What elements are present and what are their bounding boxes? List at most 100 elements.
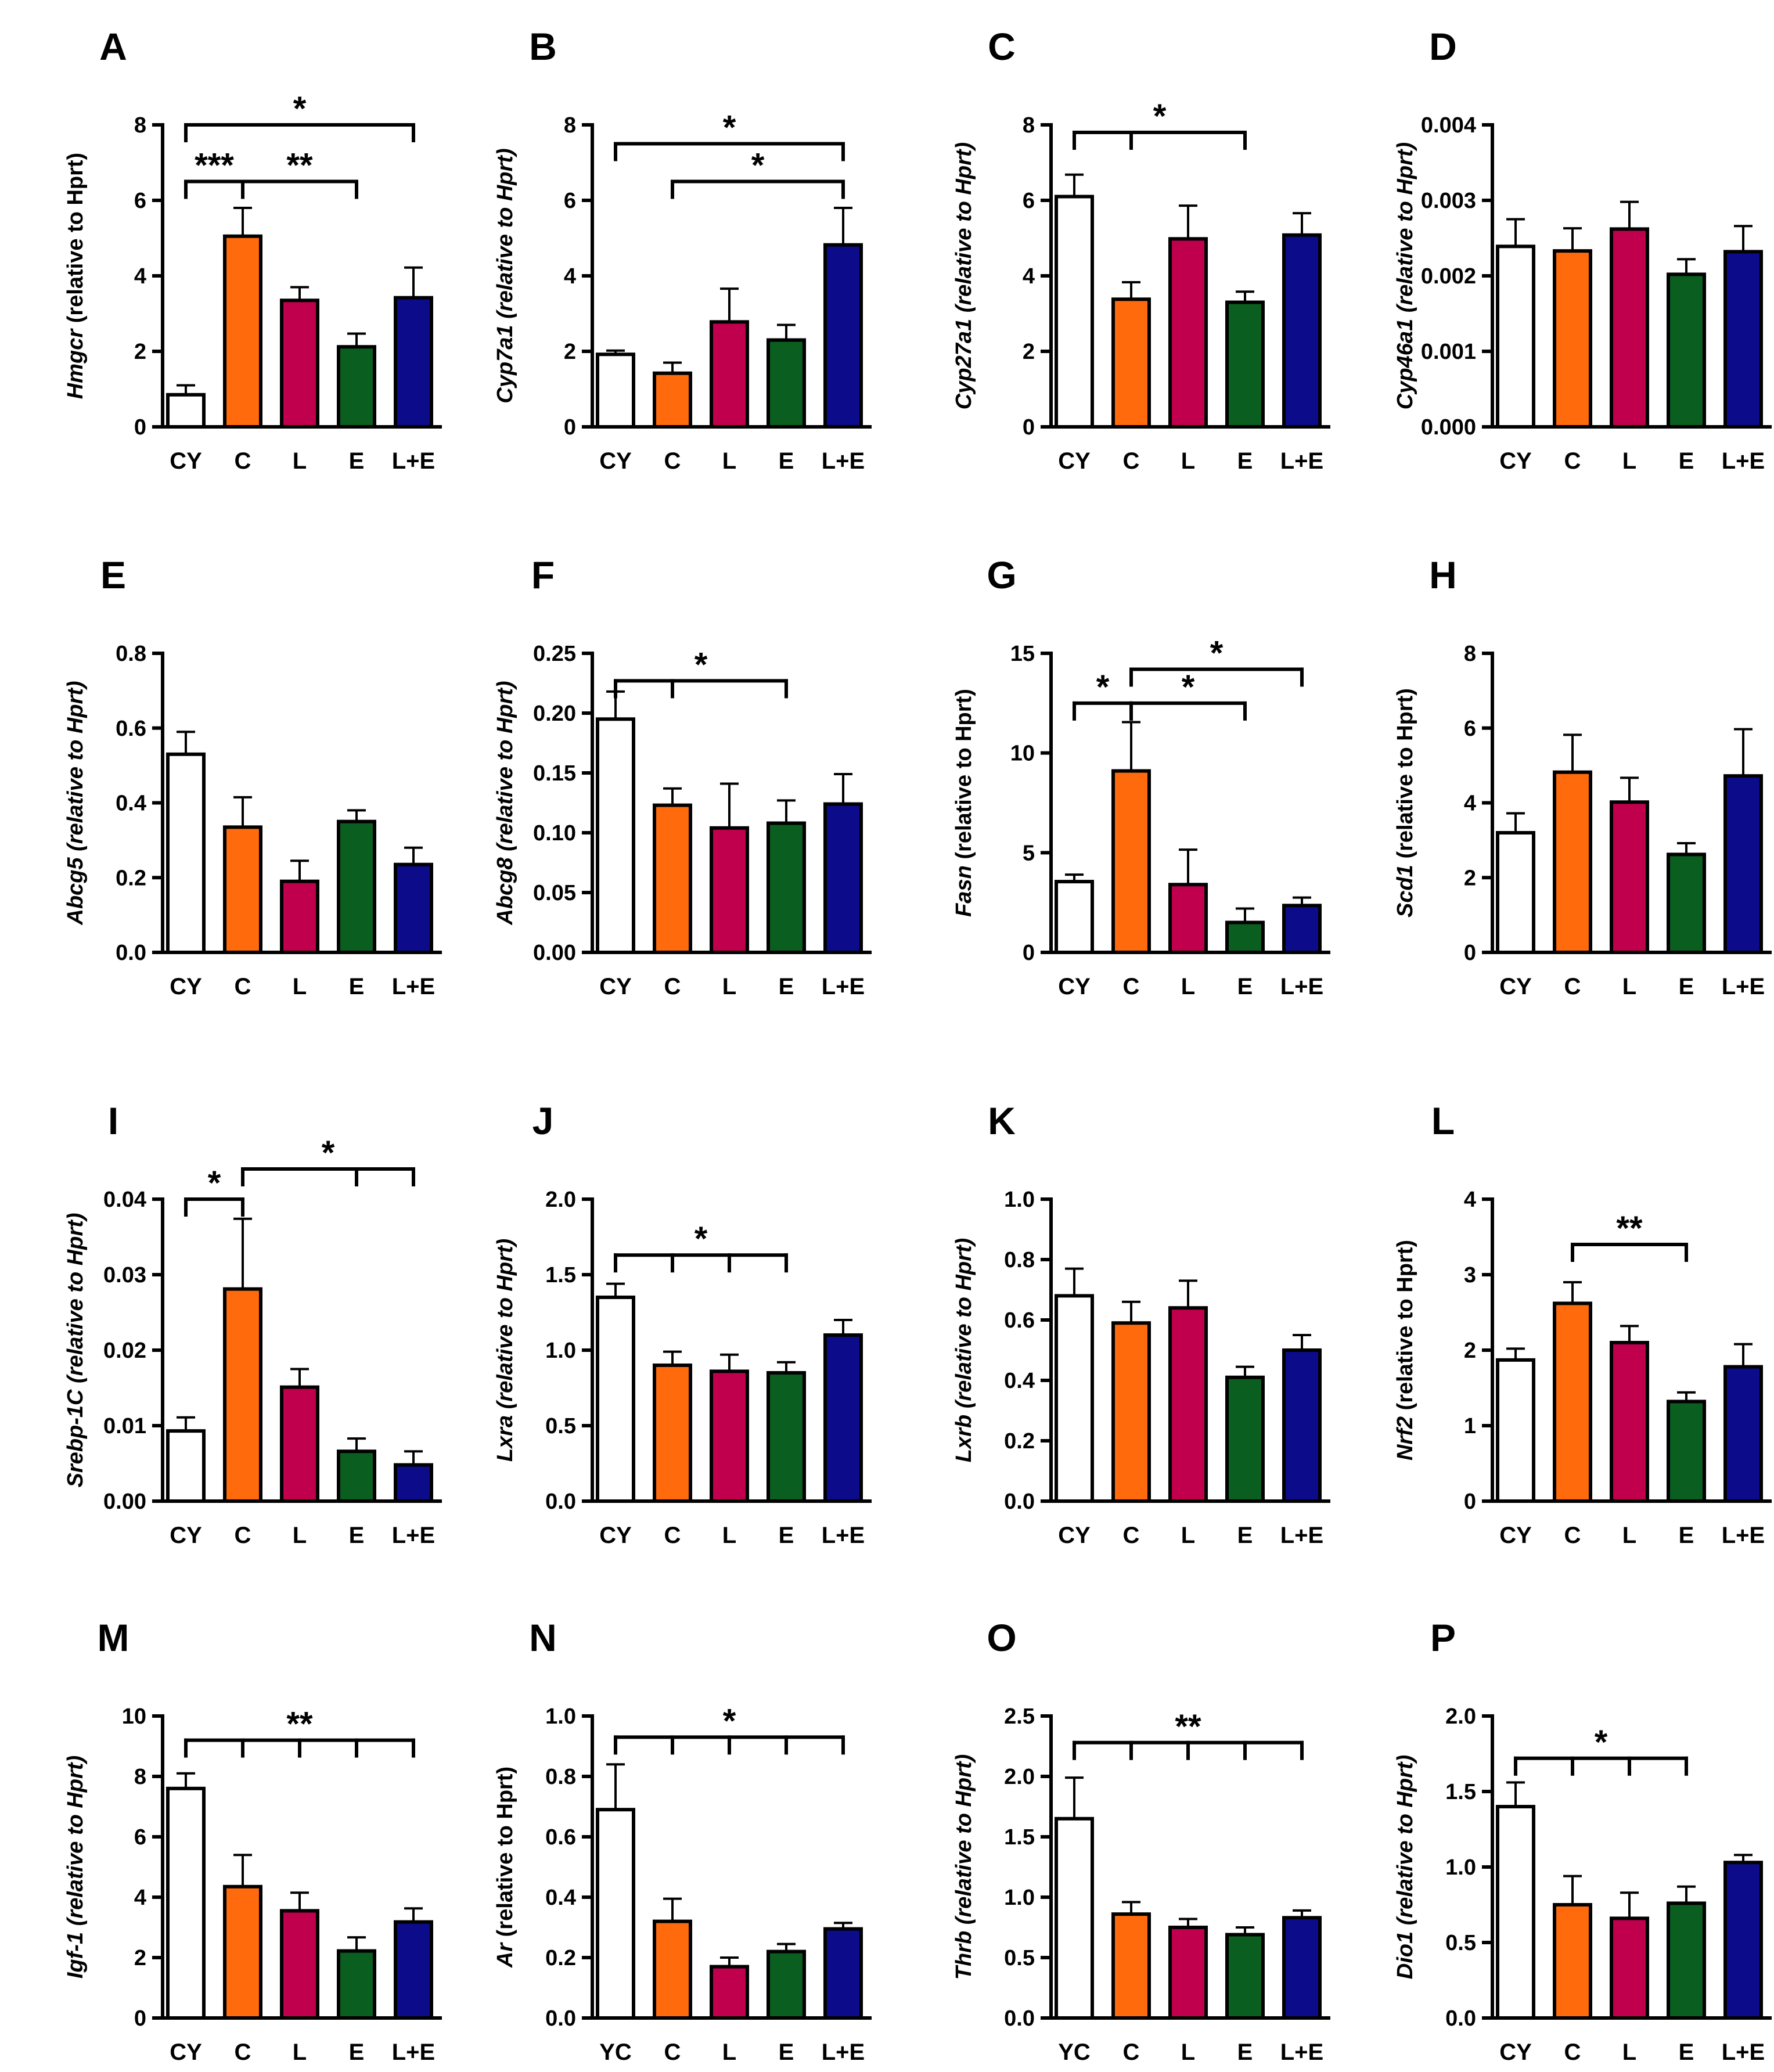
panel-l-category-label: C [1564,1523,1581,1548]
panel-j-y-label-units: (relative to Hprt) [493,1239,517,1415]
panel-d-category-label: C [1564,448,1581,474]
panel-n-y-label: Ar (relative to Hprt) [493,1767,517,1968]
panel-j-y-tick-label: 1.5 [545,1263,576,1287]
panel-m-y-tick-label: 8 [134,1765,146,1789]
panel-d-bar-e [1667,272,1706,429]
panel-a-category-label: L [293,448,307,474]
panel-g-bar-c [1111,769,1151,954]
panel-h-y-label-units: (relative to Hprt) [1393,688,1417,865]
panel-l-category-label: E [1679,1523,1694,1548]
panel-k-y-tick-label: 0.0 [1004,1490,1035,1514]
panel-b-bar-cy [596,352,635,429]
panel-d-y-tick-label: 0.003 [1421,189,1476,213]
panel-c-y-tick-label: 4 [1023,264,1035,289]
panel-o-y-label: Thrb (relative to Hprt) [952,1754,976,1980]
panel-h-y-tick-label: 8 [1464,642,1476,666]
panel-f-y-tick-label: 0.25 [533,642,576,666]
panel-c-bar-lpluse [1282,233,1322,429]
panel-p-category-label: L [1622,2039,1636,2065]
panel-g-y-tick-label: 15 [1010,642,1035,666]
panel-o-y-label-gene: Thrb [952,1931,976,1980]
panel-l-y-label: Nrf2 (relative to Hprt) [1393,1240,1417,1461]
panel-c-category-label: L [1181,448,1195,474]
panel-g-category-label: CY [1058,974,1091,999]
panel-f-bar-cy [596,717,635,955]
panel-p-y-tick-label: 2.0 [1445,1704,1476,1729]
panel-p-y-tick-label: 0.5 [1445,1931,1476,1955]
panel-b-bar-e [767,338,806,429]
panel-d-y-label-units: (relative to Hprt) [1393,142,1417,319]
panel-n-bar-lpluse [823,1927,863,2020]
panel-i-category-label: CY [170,1523,202,1548]
panel-d-y-tick-label: 0.002 [1421,264,1476,289]
panel-d-y-label-gene: Cyp46a1 [1393,319,1417,409]
panel-k-y-tick-label: 1.0 [1004,1188,1035,1212]
panel-d-category-label: L [1622,448,1636,474]
panel-f-category-label: L [722,974,736,999]
panel-o-category-label: L [1181,2039,1195,2065]
panel-i-bar-c [223,1287,262,1503]
panel-i-y-label-gene: Srebp-1C [63,1389,88,1487]
panel-d-category-label: CY [1499,448,1532,474]
panel-m-sig-label: ** [286,1706,313,1743]
panel-f-sig-label: * [695,646,708,684]
panel-c-bar-cy [1055,195,1094,429]
panel-p-category-label: E [1679,2039,1694,2065]
panel-a-y-label-gene: Hmgcr [63,328,88,400]
panel-a-category-label: CY [170,448,202,474]
panel-n: N 0.0 0.2 0.4 0.6 0.8 1.0 Ar (relative to Hprt)… [493,1616,872,2065]
panel-o-sig-label: ** [1175,1708,1201,1746]
panel-p-category-label: CY [1499,2039,1532,2065]
panel-e-bar-e [337,819,376,954]
panel-p-y-label-gene: Dio1 [1393,1931,1417,1979]
panel-a-bar-l [280,298,319,429]
panel-a-y-tick-label: 8 [134,113,146,138]
panel-b-category-label: E [779,448,794,474]
panel-j-y-tick-label: 1.0 [545,1339,576,1363]
panel-e-bar-cy [166,752,206,954]
panel-k-y-label-units: (relative to Hprt) [952,1238,976,1415]
panel-j-y-tick-label: 0.0 [545,1490,576,1514]
panel-p-category-label: L+E [1722,2039,1765,2065]
panel-f-bar-c [653,803,692,954]
panel-k-y-tick-label: 0.8 [1004,1248,1035,1272]
panel-p-y-tick-label: 1.0 [1445,1855,1476,1880]
panel-i-category-label: L+E [392,1523,435,1548]
panel-o: O 0.0 0.5 1.0 1.5 2.0 2.5 Thrb (relative to Hpr… [952,1616,1330,2065]
panel-f-y-label-gene: Abcg8 [493,857,517,926]
panel-j-category-label: L+E [822,1523,865,1548]
panel-k-y-tick-label: 0.6 [1004,1308,1035,1333]
panel-m-category-label: L [293,2039,307,2065]
panel-b-y-label: Cyp7a1 (relative to Hprt) [493,148,517,403]
panel-e-y-label-units: (relative to Hprt) [63,681,88,857]
panel-f-y-tick-label: 0.05 [533,881,576,905]
panel-c-y-tick-label: 6 [1023,189,1035,213]
panel-f-category-label: CY [599,974,632,999]
panel-k-bar-c [1111,1321,1151,1503]
panel-n-letter: N [529,1616,557,1659]
panel-o-y-tick-label: 1.5 [1004,1825,1035,1850]
panel-i-y-tick-label: 0.03 [103,1263,146,1287]
panel-g-y-tick-label: 5 [1023,841,1035,865]
panel-o-y-tick-label: 1.0 [1004,1886,1035,1910]
panel-a-category-label: C [235,448,251,474]
panel-h-y-tick-label: 6 [1464,717,1476,741]
panel-l-bar-cy [1496,1358,1535,1503]
panel-l-bar-e [1667,1400,1706,1503]
panel-j-bar-lpluse [823,1333,863,1503]
panel-f-category-label: C [664,974,681,999]
panel-m-bar-cy [166,1786,206,2020]
panel-h-bar-cy [1496,831,1535,954]
panel-e-category-label: L [293,974,307,999]
panel-e-bar-lpluse [394,862,433,954]
panel-c-y-tick-label: 0 [1023,415,1035,440]
panel-h-category-label: C [1564,974,1581,999]
panel-a-bar-cy [166,393,206,429]
panel-m-bar-l [280,1909,319,2020]
panel-d-y-tick-label: 0.001 [1421,340,1476,364]
panel-d-y-label: Cyp46a1 (relative to Hprt) [1393,142,1417,409]
panel-k-category-label: E [1237,1523,1253,1548]
panel-o-y-tick-label: 2.0 [1004,1765,1035,1789]
panel-o-bar-yc [1055,1816,1094,2020]
